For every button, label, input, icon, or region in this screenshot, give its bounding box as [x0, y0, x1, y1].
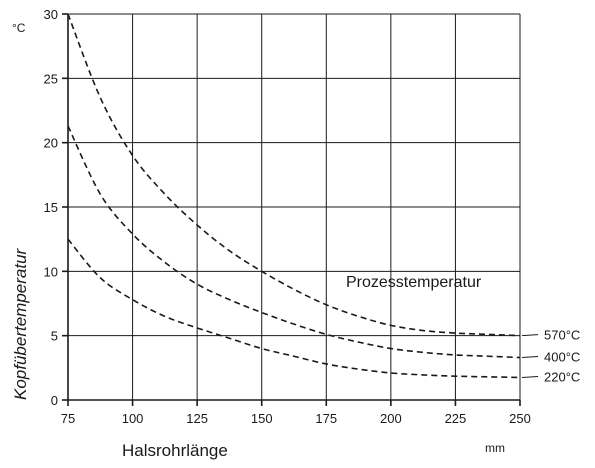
x-tick-label-0: 75 [61, 411, 75, 426]
y-tick-labels: 0 5 10 15 20 25 30 [44, 7, 58, 408]
y-tick-label-2: 10 [44, 264, 58, 279]
x-tick-label-6: 225 [445, 411, 467, 426]
y-tick-label-3: 15 [44, 200, 58, 215]
x-tick-label-3: 150 [251, 411, 273, 426]
series-label-1: 400°C [544, 350, 580, 365]
series-label-2: 220°C [544, 369, 580, 384]
grid [67, 13, 521, 401]
y-unit-label: °C [12, 21, 26, 35]
x-tick-label-2: 125 [186, 411, 208, 426]
y-tick-label-4: 20 [44, 136, 58, 151]
x-tick-label-1: 100 [122, 411, 144, 426]
y-tick-label-5: 25 [44, 71, 58, 86]
x-axis-label: Halsrohrlänge [122, 441, 228, 460]
series-labels: 570°C 400°C 220°C [521, 328, 580, 384]
y-tick-label-6: 30 [44, 7, 58, 22]
series-label-0: 570°C [544, 328, 580, 343]
process-temperature-annotation: Prozesstemperatur [346, 274, 482, 291]
x-tick-labels: 75 100 125 150 175 200 225 250 [61, 411, 531, 426]
series-lines [67, 13, 521, 379]
x-tick-label-5: 200 [380, 411, 402, 426]
y-tick-label-0: 0 [51, 393, 58, 408]
y-axis-label: Kopfübertemperatur [11, 247, 30, 400]
x-tick-label-7: 250 [509, 411, 531, 426]
x-tick-label-4: 175 [315, 411, 337, 426]
x-unit-label: mm [485, 441, 505, 455]
series-line-2 [67, 238, 521, 379]
series-line-1 [67, 125, 521, 359]
series-line-0 [67, 13, 521, 337]
series-leader-0 [521, 334, 539, 337]
axes [62, 13, 521, 406]
y-tick-label-1: 5 [51, 329, 58, 344]
series-leader-2 [521, 375, 539, 378]
series-leader-1 [521, 356, 539, 359]
